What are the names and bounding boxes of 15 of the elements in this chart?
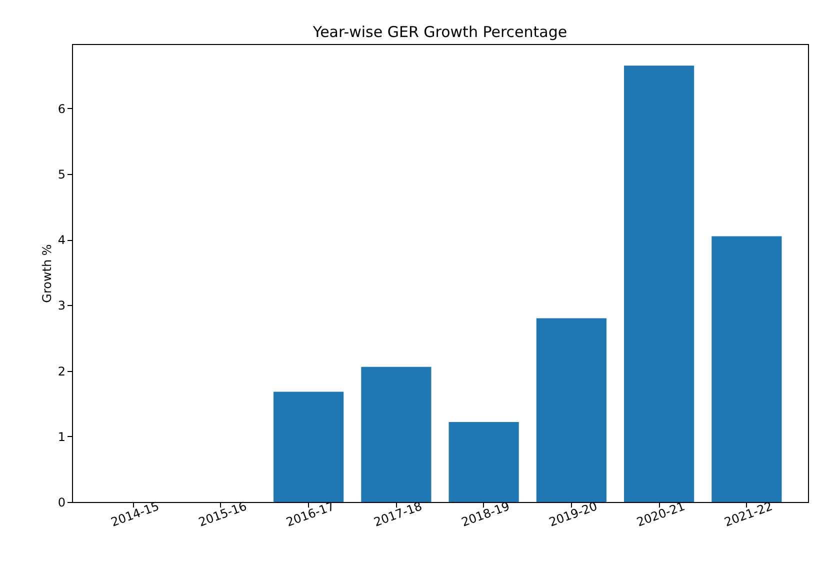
bar bbox=[712, 236, 782, 502]
bar bbox=[361, 366, 432, 502]
bar bbox=[624, 66, 694, 502]
bar bbox=[536, 318, 606, 502]
y-tick-label: 0 bbox=[58, 496, 66, 510]
y-tick-label: 1 bbox=[58, 430, 66, 444]
y-tick-label: 2 bbox=[58, 364, 66, 378]
y-tick-label: 6 bbox=[58, 102, 66, 116]
y-axis-title: Growth % bbox=[40, 244, 54, 303]
y-tick-label: 4 bbox=[58, 233, 66, 248]
y-tick-label: 5 bbox=[58, 167, 66, 182]
chart-title: Year-wise GER Growth Percentage bbox=[312, 23, 568, 41]
y-tick-label: 3 bbox=[58, 298, 66, 313]
bar bbox=[274, 392, 344, 502]
bar bbox=[448, 422, 519, 502]
